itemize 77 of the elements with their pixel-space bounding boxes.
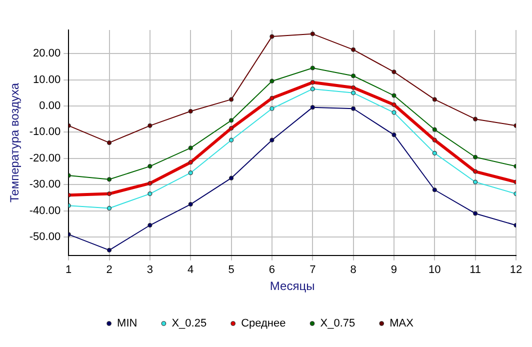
point bbox=[106, 177, 112, 182]
point bbox=[432, 127, 437, 132]
x-tick-label: 7 bbox=[310, 264, 316, 276]
point bbox=[432, 188, 437, 192]
x-tick-label: 6 bbox=[268, 264, 276, 276]
x-tick-label: 3 bbox=[146, 264, 153, 276]
point bbox=[106, 248, 112, 252]
point bbox=[392, 110, 396, 115]
legend-label: Среднее bbox=[241, 318, 286, 330]
legend-label: X_0.25 bbox=[172, 318, 207, 330]
y-tick-label: -40.00 bbox=[29, 204, 61, 217]
point bbox=[228, 138, 234, 142]
point bbox=[392, 102, 396, 107]
point bbox=[228, 126, 234, 131]
point bbox=[473, 169, 478, 174]
point bbox=[432, 138, 437, 142]
legend-label: MAX bbox=[390, 318, 414, 330]
point bbox=[270, 78, 274, 84]
point bbox=[473, 211, 478, 216]
legend-label: X_0.75 bbox=[320, 318, 356, 330]
y-tick-label: -10.00 bbox=[29, 126, 61, 138]
point bbox=[310, 66, 315, 70]
point bbox=[148, 164, 152, 169]
point bbox=[188, 170, 193, 176]
x-tick-label: 2 bbox=[106, 264, 112, 276]
point bbox=[473, 180, 478, 184]
point bbox=[310, 86, 315, 92]
x-tick-label: 11 bbox=[470, 264, 482, 276]
y-tick-label: -50.00 bbox=[29, 231, 61, 244]
x-tick-label: 4 bbox=[188, 264, 194, 276]
point bbox=[148, 123, 152, 128]
x-tick-label: 1 bbox=[66, 264, 72, 276]
y-tick-label: 20.00 bbox=[33, 48, 61, 60]
point bbox=[392, 132, 396, 138]
point bbox=[188, 146, 193, 150]
x-axis-title: Месяцы bbox=[270, 279, 315, 294]
point bbox=[432, 150, 437, 156]
x-tick-label: 10 bbox=[428, 264, 441, 276]
x-tick-label: 5 bbox=[228, 264, 234, 276]
point bbox=[270, 138, 274, 142]
point bbox=[310, 105, 315, 110]
y-axis-title: Температура воздуха bbox=[8, 82, 22, 202]
point bbox=[106, 192, 112, 196]
point bbox=[351, 47, 356, 52]
point bbox=[351, 74, 356, 78]
point bbox=[310, 32, 315, 36]
point bbox=[188, 202, 193, 207]
y-tick-label: -20.00 bbox=[29, 152, 61, 164]
y-tick-label: 0.00 bbox=[39, 100, 61, 112]
point bbox=[228, 176, 234, 180]
point bbox=[351, 85, 356, 90]
point bbox=[351, 90, 356, 96]
point bbox=[473, 116, 478, 122]
point bbox=[148, 192, 152, 196]
x-tick-label: 9 bbox=[390, 264, 398, 276]
point bbox=[351, 106, 356, 111]
point bbox=[106, 206, 112, 211]
legend-label: MIN bbox=[117, 318, 138, 330]
point bbox=[270, 96, 274, 100]
point bbox=[188, 160, 193, 165]
y-tick-label: 10.00 bbox=[33, 74, 61, 86]
point bbox=[270, 34, 274, 39]
point bbox=[228, 118, 234, 123]
point bbox=[392, 93, 396, 98]
point bbox=[270, 106, 274, 111]
point bbox=[473, 154, 478, 160]
point bbox=[148, 222, 152, 228]
point bbox=[106, 140, 112, 145]
x-tick-label: 8 bbox=[350, 264, 356, 276]
x-tick-label: 12 bbox=[510, 264, 522, 276]
point bbox=[310, 80, 315, 85]
point bbox=[228, 97, 234, 102]
y-tick-label: -30.00 bbox=[29, 178, 61, 191]
point bbox=[188, 108, 193, 114]
point bbox=[148, 181, 152, 186]
point bbox=[392, 70, 396, 74]
point bbox=[432, 97, 437, 102]
